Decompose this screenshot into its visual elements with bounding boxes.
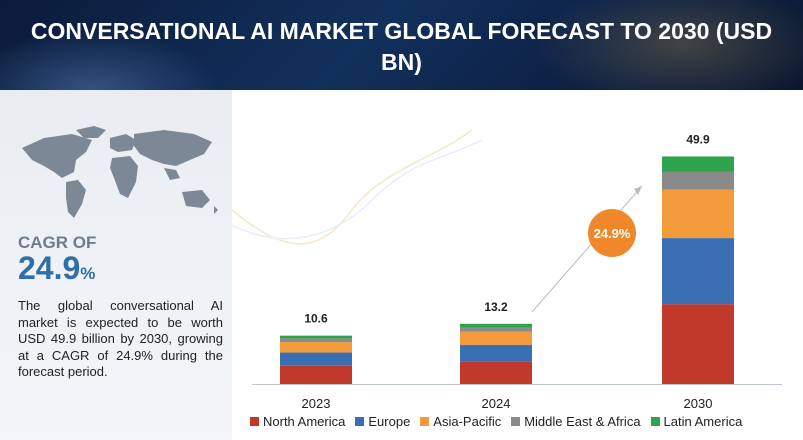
bar-segment bbox=[460, 344, 532, 362]
cagr-badge-text: 24.9% bbox=[594, 226, 631, 241]
bar-segment bbox=[460, 361, 532, 384]
bar-segment bbox=[662, 238, 734, 305]
legend-item: Europe bbox=[355, 414, 410, 429]
cagr-number: 24.9 bbox=[18, 250, 81, 286]
bar-total-label: 49.9 bbox=[686, 132, 710, 146]
x-tick-label: 2023 bbox=[302, 396, 331, 411]
legend-swatch bbox=[511, 416, 521, 426]
header-banner: CONVERSATIONAL AI MARKET GLOBAL FORECAST… bbox=[0, 0, 803, 90]
legend-swatch bbox=[420, 416, 430, 426]
legend-label: Asia-Pacific bbox=[433, 413, 502, 429]
legend-label: Latin America bbox=[663, 413, 743, 429]
legend-item: Middle East & Africa bbox=[511, 413, 641, 429]
stacked-bar-chart: 10.6 2023 13.2 2024 49.9 2030 24.9% bbox=[232, 129, 782, 411]
bar-segment bbox=[280, 338, 352, 343]
cagr-badge bbox=[588, 209, 636, 257]
bar-segment bbox=[280, 342, 352, 353]
bar-segment bbox=[280, 352, 352, 366]
decorative-curve bbox=[232, 139, 483, 240]
decorative-curve bbox=[232, 129, 473, 245]
bar-segment bbox=[460, 323, 532, 327]
bar-segment bbox=[460, 331, 532, 345]
chart-legend: North America Europe Asia-Pacific Middle Ea… bbox=[250, 411, 795, 431]
legend-swatch bbox=[250, 416, 259, 426]
bar-segment bbox=[280, 335, 352, 339]
cagr-value: 24.9% bbox=[18, 250, 95, 287]
growth-arrow-head bbox=[634, 186, 642, 195]
legend-swatch bbox=[650, 416, 660, 426]
chart-area: 10.6 2023 13.2 2024 49.9 2030 24.9% bbox=[232, 90, 803, 440]
legend-label: North America bbox=[263, 413, 346, 429]
bar-total-label: 10.6 bbox=[304, 312, 328, 326]
bar-total-label: 13.2 bbox=[484, 300, 508, 314]
header-glow-right bbox=[533, 0, 803, 90]
legend-item: Asia-Pacific bbox=[420, 414, 501, 429]
cagr-label: CAGR OF bbox=[18, 233, 97, 252]
x-tick-label: 2024 bbox=[482, 396, 511, 411]
x-tick-label: 2030 bbox=[684, 396, 713, 411]
bar-segment bbox=[280, 365, 352, 384]
bar-segment bbox=[662, 304, 734, 384]
legend-label: Middle East & Africa bbox=[524, 413, 641, 429]
bar-segment bbox=[662, 156, 734, 172]
page-title: CONVERSATIONAL AI MARKET GLOBAL FORECAST… bbox=[30, 18, 773, 75]
bar-segment bbox=[460, 327, 532, 332]
legend-item: Latin America bbox=[650, 413, 743, 429]
bar-segment bbox=[662, 189, 734, 239]
growth-arrow-line bbox=[531, 185, 643, 313]
legend-swatch bbox=[355, 416, 365, 426]
market-description: The global conversational AI market is e… bbox=[18, 298, 223, 379]
legend-item: North America bbox=[250, 414, 345, 429]
summary-panel: CAGR OF 24.9% The global conversational … bbox=[0, 90, 232, 440]
cagr-unit: % bbox=[80, 264, 96, 283]
legend-label: Europe bbox=[368, 413, 411, 429]
bar-segment bbox=[662, 171, 734, 190]
world-map-icon bbox=[22, 126, 218, 218]
